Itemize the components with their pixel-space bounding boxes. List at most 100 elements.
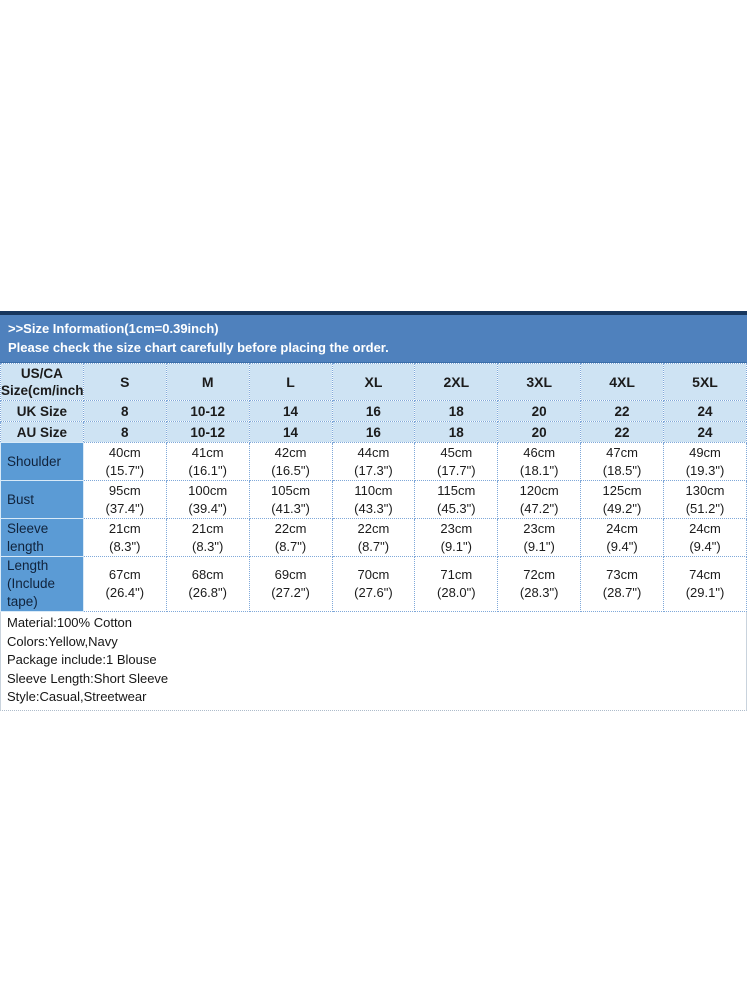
cell-line-2: (8.3") — [192, 538, 224, 554]
measurement-value-cell: 73cm (28.7") — [580, 556, 664, 612]
measurement-row: Length (Include tape) 67cm (26.4") 68cm (26.8… — [0, 556, 747, 612]
measurement-value-cell: 110cm (43.3") — [331, 480, 416, 519]
size-info-banner: >>Size Information(1cm=0.39inch) Please … — [0, 311, 747, 363]
measurement-value-cell: 23cm (9.1") — [497, 518, 582, 557]
cell-line-1: 72cm — [523, 567, 556, 582]
size-value-cell: 8 — [82, 400, 167, 422]
measurement-row-label: Shoulder — [0, 442, 84, 481]
size-value-cell: 14 — [248, 421, 333, 443]
cell-line-2: (27.2") — [271, 585, 310, 600]
measurement-row: Shoulder 40cm (15.7") 41cm (16.1") 42cm (16.5"… — [0, 442, 747, 481]
measurement-value-cell: 24cm (9.4") — [663, 518, 747, 557]
measurement-row-label: Sleeve length — [0, 518, 84, 557]
product-notes: Material:100% Cotton Colors:Yellow,Navy Pa… — [0, 612, 747, 711]
cell-line-2: (Include tape) — [7, 576, 56, 609]
cell-line-1: 49cm — [689, 444, 721, 460]
size-column-s: S — [82, 363, 167, 401]
size-column-4xl: 4XL — [580, 363, 664, 401]
size-value-cell: 22 — [580, 400, 664, 422]
measurement-value-cell: 72cm (28.3") — [497, 556, 582, 612]
cell-line-1: 41cm — [191, 444, 224, 460]
measurement-value-cell: 22cm (8.7") — [248, 518, 333, 557]
cell-line-2: (45.3") — [437, 500, 476, 516]
size-value-cell: 18 — [414, 400, 499, 422]
measurement-value-cell: 49cm (19.3") — [663, 442, 747, 481]
cell-line-2: (9.1") — [440, 538, 472, 554]
size-value-cell: 24 — [663, 421, 747, 443]
cell-line-1: 71cm — [440, 567, 473, 582]
cell-line-2: (26.8") — [188, 585, 227, 600]
measurement-value-cell: 70cm (27.6") — [331, 556, 416, 612]
cell-line-2: (9.4") — [689, 538, 721, 554]
cell-line-2: (26.4") — [105, 585, 145, 600]
cell-line-1: 42cm — [274, 444, 307, 460]
cell-line-2: (18.1") — [519, 462, 559, 478]
cell-line-1: 21cm — [191, 520, 224, 536]
cell-line-2: (16.1") — [188, 462, 227, 478]
cell-line-1: 110cm — [354, 482, 393, 498]
cell-line-2: (17.7") — [437, 462, 476, 478]
size-value-cell: 20 — [497, 400, 582, 422]
size-column-xl: XL — [331, 363, 416, 401]
cell-line-1: 130cm — [685, 482, 725, 498]
cell-line-1: 105cm — [271, 482, 311, 498]
size-row: UK Size 8 10-12 14 16 18 20 22 24 — [0, 400, 747, 422]
size-value-cell: 10-12 — [165, 400, 250, 422]
cell-line-1: 95cm — [108, 482, 141, 498]
size-value-cell: 8 — [82, 421, 167, 443]
cell-line-1: 24cm — [689, 520, 721, 536]
cell-line-1: 23cm — [440, 520, 473, 536]
cell-line-1: 44cm — [357, 444, 390, 460]
measurement-value-cell: 46cm (18.1") — [497, 442, 582, 481]
size-column-5xl: 5XL — [663, 363, 747, 401]
size-row: AU Size 8 10-12 14 16 18 20 22 24 — [0, 421, 747, 443]
cell-line-1: 120cm — [519, 482, 559, 498]
banner-title: >>Size Information(1cm=0.39inch) — [8, 321, 219, 336]
cell-line-2: (9.1") — [523, 538, 555, 554]
cell-line-2: (19.3") — [685, 462, 725, 478]
measurement-row-label: Bust — [0, 480, 84, 519]
cell-line-1: 23cm — [523, 520, 556, 536]
size-column-l: L — [248, 363, 333, 401]
cell-line-2: (28.3") — [519, 585, 559, 600]
size-value-cell: 16 — [331, 400, 416, 422]
corner-label: US/CA Size(cm/inch) — [0, 363, 84, 401]
measurement-value-cell: 100cm (39.4") — [165, 480, 250, 519]
cell-line-2: Size(cm/inch) — [1, 383, 84, 398]
cell-line-1: 115cm — [437, 482, 476, 498]
size-value-cell: 16 — [331, 421, 416, 443]
cell-line-1: 47cm — [606, 444, 638, 460]
note-line: Package include:1 Blouse — [7, 652, 157, 668]
cell-line-1: 67cm — [108, 567, 141, 582]
cell-line-1: Length — [7, 558, 49, 573]
cell-line-2: (8.7") — [274, 538, 307, 554]
size-row-label: UK Size — [0, 400, 84, 422]
cell-line-2: (41.3") — [271, 500, 310, 516]
measurement-value-cell: 95cm (37.4") — [82, 480, 167, 519]
cell-line-2: (17.3") — [354, 462, 393, 478]
size-header-row: US/CA Size(cm/inch) S M L XL 2XL 3XL 4XL 5XL — [0, 363, 747, 401]
measurement-value-cell: 68cm (26.8") — [165, 556, 250, 612]
measurement-value-cell: 40cm (15.7") — [82, 442, 167, 481]
note-line: Material:100% Cotton — [7, 615, 133, 630]
cell-line-1: 69cm — [274, 567, 307, 582]
cell-line-1: 74cm — [689, 567, 721, 582]
cell-line-1: 24cm — [606, 520, 638, 536]
cell-line-2: (49.2") — [602, 500, 642, 516]
cell-line-2: (43.3") — [354, 500, 393, 516]
cell-line-2: (29.1") — [685, 585, 725, 600]
size-value-cell: 20 — [497, 421, 582, 443]
size-value-cell: 24 — [663, 400, 747, 422]
size-value-cell: 22 — [580, 421, 664, 443]
banner-warning: Please check the size chart carefully be… — [8, 340, 389, 355]
cell-line-2: (28.0") — [437, 585, 476, 600]
note-line: Colors:Yellow,Navy — [7, 633, 118, 649]
cell-line-2: (8.7") — [357, 538, 390, 554]
size-column-3xl: 3XL — [497, 363, 582, 401]
measurement-value-cell: 130cm (51.2") — [663, 480, 747, 519]
cell-line-1: 21cm — [108, 520, 141, 536]
measurement-value-cell: 23cm (9.1") — [414, 518, 499, 557]
measurement-value-cell: 125cm (49.2") — [580, 480, 664, 519]
note-line: Style:Casual,Streetwear — [7, 689, 147, 705]
